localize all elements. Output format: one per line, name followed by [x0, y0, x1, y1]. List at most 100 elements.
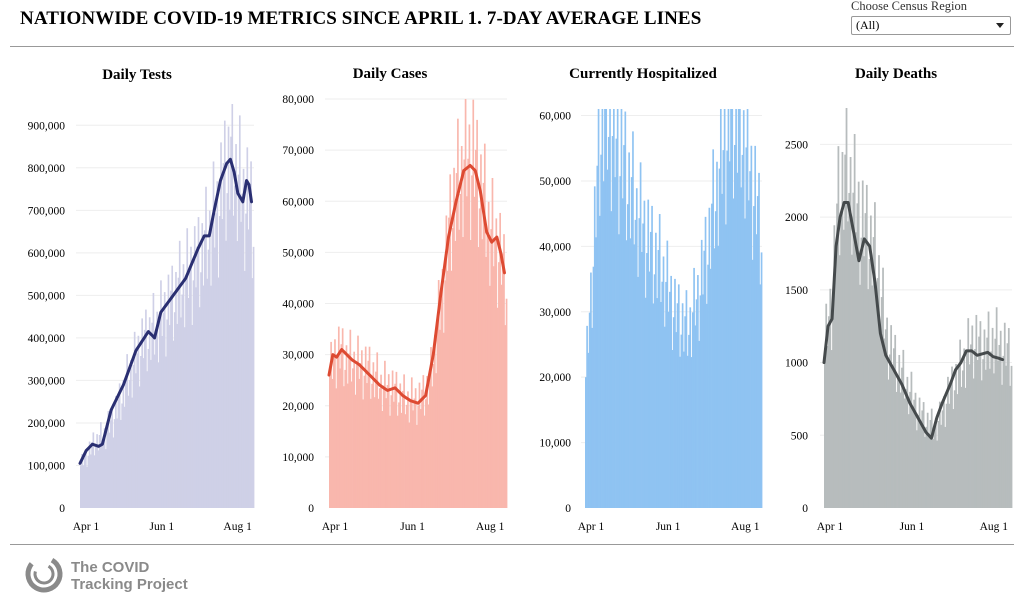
- bar: [880, 297, 883, 508]
- bar: [926, 412, 929, 508]
- footer-logo-line-2: Tracking Project: [71, 576, 188, 593]
- bar: [613, 109, 615, 508]
- bar: [190, 246, 192, 509]
- bar: [875, 295, 878, 508]
- bar: [362, 399, 364, 508]
- bar: [138, 386, 141, 508]
- chevron-down-icon[interactable]: [996, 23, 1004, 28]
- bar: [840, 212, 842, 508]
- bar: [394, 383, 396, 508]
- bar: [727, 109, 730, 508]
- bar: [455, 173, 458, 508]
- bar: [863, 256, 865, 508]
- bar: [131, 397, 133, 508]
- bar: [449, 174, 452, 508]
- bar: [226, 193, 229, 508]
- bar: [853, 134, 856, 508]
- bar: [341, 328, 344, 508]
- bar: [998, 344, 1001, 508]
- bar: [759, 284, 762, 508]
- bar: [641, 251, 643, 508]
- bar: [182, 264, 185, 508]
- bar: [171, 265, 174, 508]
- bar: [396, 415, 399, 508]
- bar: [238, 115, 241, 508]
- bar: [207, 249, 210, 508]
- region-select-value: (All): [856, 18, 880, 32]
- bar: [945, 403, 948, 508]
- y-tick-label: 50,000: [539, 176, 571, 188]
- bar: [332, 357, 335, 508]
- bar: [872, 237, 875, 508]
- bar: [205, 186, 207, 509]
- bar: [375, 371, 377, 508]
- bar: [662, 256, 665, 508]
- bar: [615, 138, 618, 508]
- y-tick-label: 700,000: [28, 205, 66, 217]
- bar: [463, 159, 466, 509]
- y-tick-label: 100,000: [28, 460, 66, 472]
- bar: [1002, 355, 1005, 508]
- y-tick-label: 60,000: [539, 111, 571, 123]
- bar: [132, 364, 135, 508]
- bar: [504, 325, 507, 508]
- bar: [903, 398, 906, 508]
- bar: [704, 216, 707, 508]
- bar: [170, 290, 172, 508]
- bar: [467, 158, 469, 509]
- bar: [211, 222, 214, 509]
- bar: [722, 150, 725, 508]
- bar: [441, 269, 444, 508]
- bar: [924, 436, 926, 508]
- bar: [653, 274, 656, 508]
- bar: [922, 402, 925, 508]
- bar: [737, 109, 740, 508]
- bar: [243, 270, 246, 508]
- bar: [867, 289, 870, 508]
- bar: [91, 442, 93, 508]
- bar: [894, 334, 897, 508]
- bar: [943, 396, 945, 508]
- bar: [331, 378, 334, 508]
- bar: [127, 395, 130, 508]
- bar: [147, 348, 150, 508]
- bar: [852, 192, 855, 508]
- bar: [587, 352, 590, 508]
- bar: [611, 136, 614, 509]
- bar: [489, 285, 491, 508]
- bar: [719, 109, 722, 508]
- bar: [623, 145, 625, 508]
- bar: [592, 266, 595, 508]
- bar: [412, 410, 414, 508]
- bar: [90, 454, 92, 508]
- bar: [1003, 322, 1006, 508]
- bar: [898, 354, 901, 508]
- bar: [158, 321, 161, 508]
- bar: [902, 349, 905, 508]
- bar: [122, 380, 125, 508]
- bar: [993, 373, 995, 508]
- bar: [837, 146, 840, 508]
- bar: [408, 422, 411, 508]
- bar: [746, 109, 749, 508]
- bar: [938, 401, 941, 508]
- bar: [450, 270, 453, 508]
- bar: [442, 332, 445, 508]
- bar: [353, 351, 356, 508]
- bar: [643, 200, 646, 508]
- bar: [458, 229, 461, 508]
- bar: [398, 402, 400, 508]
- bar: [233, 185, 236, 509]
- bar: [81, 453, 83, 508]
- bar: [646, 253, 648, 508]
- bar: [401, 390, 404, 508]
- x-tick-label: Apr 1: [73, 521, 100, 533]
- bar: [667, 311, 670, 508]
- bar: [921, 410, 924, 508]
- bar: [485, 256, 487, 508]
- bar: [911, 408, 914, 508]
- region-select[interactable]: (All): [851, 16, 1011, 35]
- bar: [221, 219, 224, 508]
- bar: [202, 285, 205, 508]
- bar: [833, 225, 836, 508]
